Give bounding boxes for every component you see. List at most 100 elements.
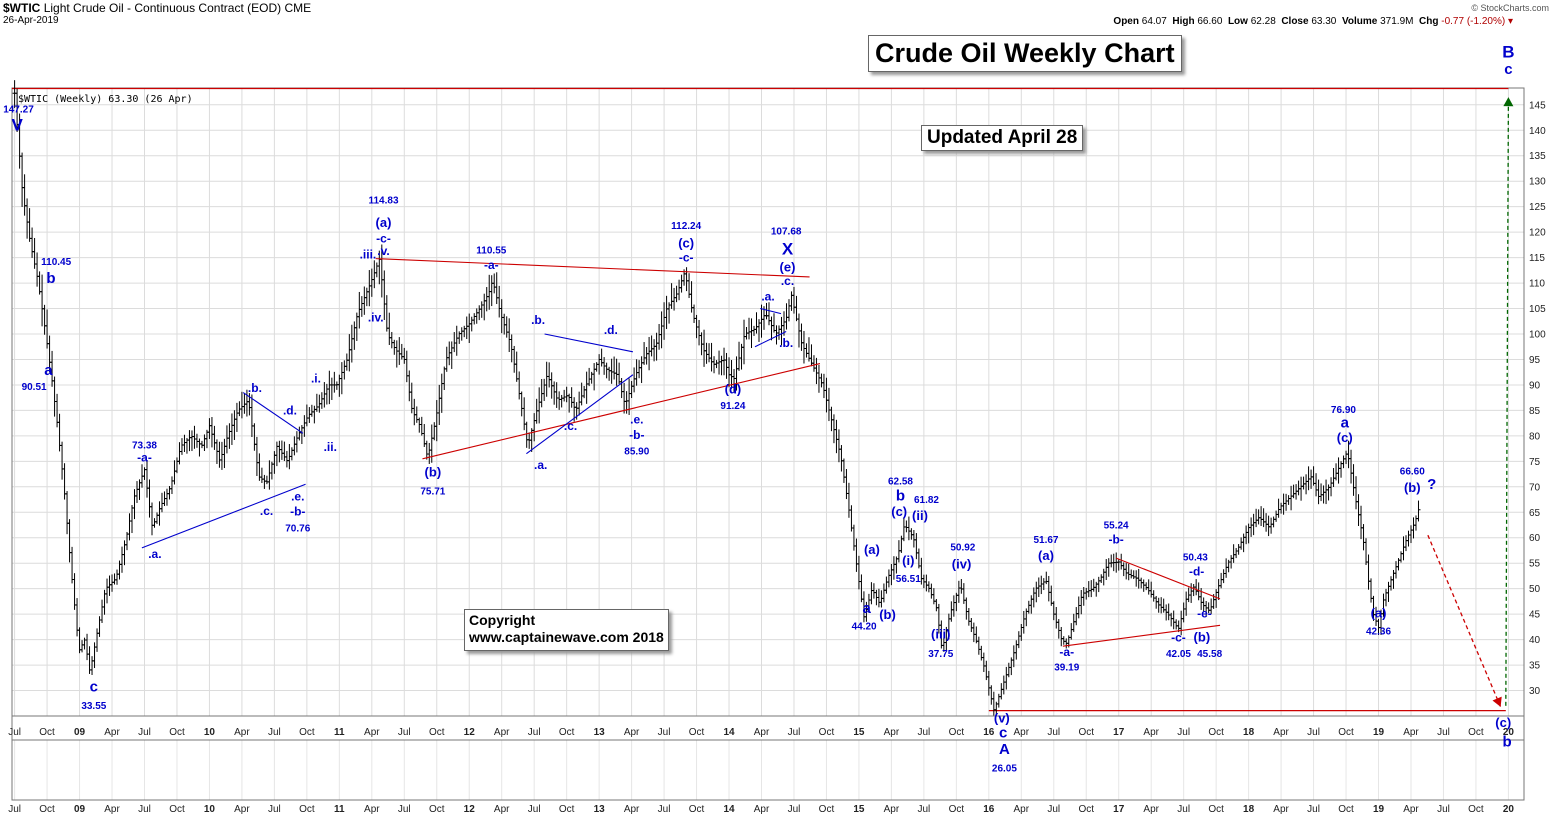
ohlc-bar (219, 441, 224, 470)
ohlc-bar (1311, 466, 1316, 486)
wave-label: 50.43 (1183, 553, 1208, 564)
x-tick-label: 15 (853, 727, 865, 738)
chart-header: $WTIC Light Crude Oil - Continuous Contr… (3, 1, 311, 15)
ohlc-bar (1079, 589, 1084, 615)
trendline (141, 483, 306, 549)
ohlc-bar (1019, 624, 1024, 641)
ohlc-bar (120, 546, 125, 573)
wave-label: 110.55 (476, 246, 506, 257)
copyright-line-1: Copyright (469, 612, 536, 628)
x-tick-label-lower: Oct (39, 804, 55, 815)
ohlc-bar (592, 363, 597, 391)
ohlc-bar (1261, 508, 1266, 528)
ohlc-bar (1081, 587, 1086, 606)
ohlc-bar (1071, 613, 1076, 632)
ohlc-bar (105, 578, 110, 604)
y-tick-label: 135 (1529, 151, 1546, 162)
x-tick-label-lower: 17 (1113, 804, 1125, 815)
ohlc-bar (542, 378, 547, 401)
ohlc-bar (834, 419, 839, 454)
ohlc-bar (1299, 476, 1304, 501)
x-tick-label: Jul (138, 727, 151, 738)
ohlc-bar (1356, 494, 1361, 526)
ohlc-bar (1334, 463, 1339, 481)
ohlc-bar (811, 355, 816, 372)
wave-label: 147.27 (3, 104, 34, 115)
ohlc-bar (719, 355, 724, 376)
ohlc-bar (1001, 675, 1006, 695)
ohlc-bar (154, 512, 159, 525)
ohlc-bar (647, 336, 652, 371)
projection-line (1505, 97, 1510, 706)
ohlc-bar (949, 601, 954, 622)
ohlc-bar (302, 415, 307, 437)
x-tick-label-lower: Oct (1338, 804, 1354, 815)
wave-label: .a. (534, 458, 547, 472)
x-tick-label-lower: 11 (334, 804, 345, 815)
x-tick-label-lower: Jul (1177, 804, 1190, 815)
ohlc-bar (537, 387, 542, 424)
exchange: CME (284, 1, 312, 15)
ohlc-bar (679, 274, 684, 293)
trendline (422, 363, 821, 460)
open-value: 64.07 (1141, 16, 1167, 27)
ohlc-bar (749, 318, 754, 349)
x-tick-label: Oct (1468, 727, 1484, 738)
ohlc-bar (1136, 568, 1141, 589)
ohlc-bar (179, 438, 184, 455)
ohlc-bar (1239, 537, 1244, 550)
ohlc-bar (969, 618, 974, 633)
ohlc-bar (1166, 603, 1171, 621)
ohlc-bar (1413, 515, 1418, 531)
ohlc-bar (167, 486, 172, 500)
ohlc-bar (182, 434, 187, 453)
ohlc-bar (135, 481, 140, 503)
ohlc-bar (499, 299, 504, 334)
ohlc-bar (632, 367, 637, 393)
ohlc-bar (279, 440, 284, 460)
ohlc-bar (277, 440, 282, 463)
x-tick-label-lower: Oct (949, 804, 965, 815)
x-tick-label-lower: Oct (819, 804, 835, 815)
ohlc-bar (189, 430, 194, 452)
ohlc-bar (1104, 559, 1109, 581)
ohlc-bar (934, 598, 939, 612)
x-tick-label-lower: Apr (1403, 804, 1419, 815)
wave-label: .i. (311, 371, 321, 385)
ohlc-bar (67, 519, 72, 563)
ohlc-bar (622, 382, 627, 414)
ohlc-bar (467, 313, 472, 344)
wave-label: B (1502, 42, 1514, 61)
ohlc-bar (112, 573, 117, 585)
ohlc-bar (489, 275, 494, 307)
x-tick-label-lower: Apr (1273, 804, 1289, 815)
ohlc-bar (1314, 473, 1319, 497)
x-tick-label-lower: Jul (138, 804, 151, 815)
y-tick-label: 80 (1529, 431, 1541, 442)
ohlc-bar (374, 262, 379, 278)
ohlc-bar (562, 389, 567, 402)
ohlc-bar (447, 341, 452, 366)
ohlc-bar (986, 670, 991, 696)
projection-arrowhead (1492, 696, 1502, 707)
wave-label: 91.24 (720, 401, 745, 412)
ohlc-bar (567, 393, 572, 413)
y-tick-label: 75 (1529, 457, 1541, 468)
ohlc-bar (569, 387, 574, 408)
ohlc-bar (579, 382, 584, 406)
ohlc-bar (766, 302, 771, 326)
ohlc-bar (1331, 467, 1336, 488)
y-tick-label: 60 (1529, 533, 1541, 544)
ohlc-bar (1171, 610, 1176, 630)
ohlc-bar (72, 573, 77, 610)
low-value: 62.28 (1250, 16, 1276, 27)
x-tick-label-lower: Oct (1078, 804, 1094, 815)
x-tick-label: Oct (1208, 727, 1224, 738)
wave-label: .e. (291, 490, 304, 504)
ohlc-bar (1026, 600, 1031, 614)
ohlc-bar (1301, 476, 1306, 490)
ohlc-bar (896, 540, 901, 563)
ohlc-bar (619, 378, 624, 399)
plot-border (11, 87, 1525, 717)
ohlc-bar (886, 569, 891, 588)
